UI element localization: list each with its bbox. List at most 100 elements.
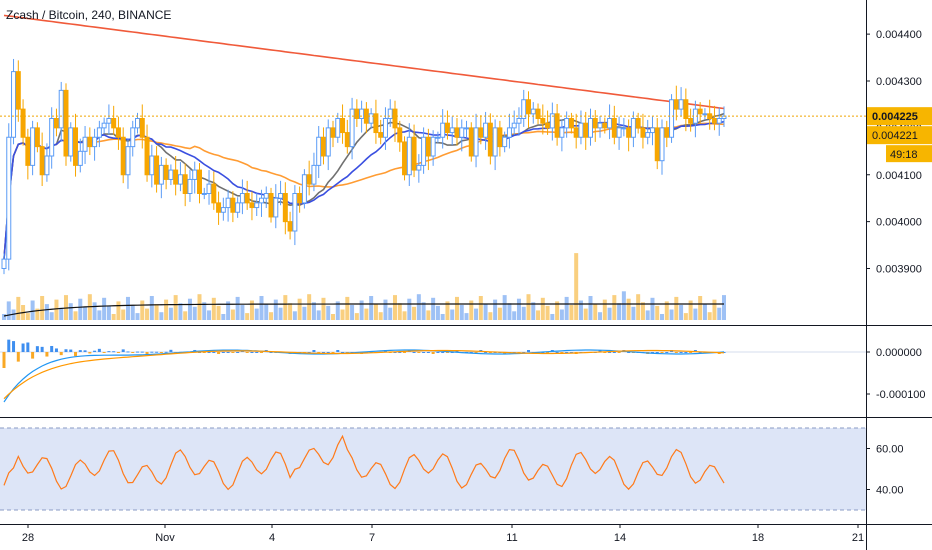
candle-body <box>440 122 446 138</box>
candle-body <box>573 127 579 138</box>
volume-ma-line <box>3 303 724 317</box>
macd-histogram-bar <box>445 352 449 353</box>
volume-bar <box>6 301 11 320</box>
volume-bar <box>569 305 574 320</box>
volume-bar <box>416 294 421 320</box>
macd-histogram-bar <box>612 352 616 353</box>
volume-bar <box>440 314 445 320</box>
candle-body <box>301 174 307 204</box>
volume-bar <box>602 299 607 320</box>
macd-histogram-bar <box>426 351 430 353</box>
macd-histogram-bar <box>412 351 416 353</box>
volume-bar <box>621 291 626 320</box>
volume-bar <box>307 294 312 320</box>
macd-histogram-bar <box>121 349 125 352</box>
candle-body <box>163 164 169 180</box>
macd-histogram-bar <box>255 351 259 353</box>
candle-body <box>330 127 336 138</box>
macd-histogram-bar <box>617 352 621 353</box>
candle-body <box>92 136 98 148</box>
macd-line <box>3 349 725 403</box>
macd-histogram-bar <box>16 352 20 362</box>
ma-price-tag <box>867 126 932 145</box>
volume-bar <box>92 302 97 320</box>
candle-body <box>611 118 617 138</box>
macd-histogram-bar <box>202 352 206 353</box>
macd-histogram-bar <box>655 352 659 353</box>
volume-bar <box>555 301 560 320</box>
candle-body <box>669 99 675 138</box>
volume-bar <box>340 309 345 320</box>
candle-body <box>278 193 284 199</box>
macd-histogram-bar <box>398 351 402 353</box>
volume-bar <box>273 299 278 320</box>
volume-bar <box>583 308 588 320</box>
macd-histogram-bar <box>598 350 602 352</box>
candle-body <box>697 108 703 115</box>
macd-histogram-bar <box>83 350 87 352</box>
candle-body <box>402 141 408 176</box>
volume-bar <box>722 295 726 320</box>
candle-body <box>311 164 317 185</box>
volume-bar <box>116 301 121 320</box>
volume-bar <box>221 314 226 320</box>
volume-bar <box>526 294 531 320</box>
volume-bar <box>388 307 393 320</box>
volume-bar <box>640 302 645 320</box>
volume-bar <box>607 307 612 320</box>
candle-body <box>316 136 322 166</box>
candle-body <box>583 122 589 138</box>
candle-body <box>454 127 460 138</box>
volume-bar <box>16 296 21 320</box>
volume-bar <box>512 311 517 320</box>
price-tick-label: 0.003900 <box>876 264 922 276</box>
volume-bar <box>297 298 302 320</box>
candle-body <box>20 108 26 138</box>
candle-body <box>239 193 245 204</box>
volume-bar <box>249 300 254 320</box>
volume-bar <box>545 305 550 320</box>
macd-histogram-bar <box>35 346 39 352</box>
candle-body <box>25 136 31 166</box>
macd-histogram-bar <box>112 351 116 353</box>
candle-body <box>96 127 102 138</box>
volume-bar <box>516 298 521 320</box>
macd-histogram-bar <box>546 352 550 353</box>
candle-body <box>354 108 360 119</box>
time-tick-label: 11 <box>506 532 517 544</box>
volume-bar <box>502 295 507 320</box>
volume-bar <box>626 298 631 320</box>
macd-histogram-bar <box>393 351 397 353</box>
volume-bar <box>159 312 164 320</box>
candle-body <box>526 99 532 115</box>
volume-bar <box>435 305 440 320</box>
candle-body <box>688 118 694 124</box>
macd-histogram-bar <box>312 349 316 352</box>
volume-bar <box>59 307 64 320</box>
candle-body <box>621 127 627 130</box>
candle-body <box>392 108 398 129</box>
macd-histogram-bar <box>341 351 345 353</box>
volume-bar <box>612 295 617 320</box>
macd-tick-label: 0.000000 <box>876 347 922 359</box>
macd-histogram-bar <box>331 352 335 353</box>
macd-histogram-bar <box>7 339 11 352</box>
macd-histogram-bar <box>269 351 273 353</box>
candle-body <box>559 127 565 138</box>
candle-body <box>325 127 331 157</box>
volume-bar <box>488 312 493 320</box>
macd-histogram-bar <box>136 351 140 353</box>
candle-body <box>711 118 717 124</box>
macd-histogram-bar <box>527 350 531 352</box>
candle-body <box>149 155 155 176</box>
macd-histogram-bar <box>107 351 111 353</box>
volume-bar <box>235 296 240 320</box>
macd-histogram-bar <box>140 351 144 353</box>
volume-bar <box>521 306 526 320</box>
candle-body <box>192 169 198 180</box>
ma-long-line <box>3 14 725 110</box>
candle-body <box>521 99 527 119</box>
macd-histogram-bar <box>131 352 135 353</box>
volume-bar <box>125 296 130 320</box>
macd-histogram-bar <box>59 352 63 356</box>
